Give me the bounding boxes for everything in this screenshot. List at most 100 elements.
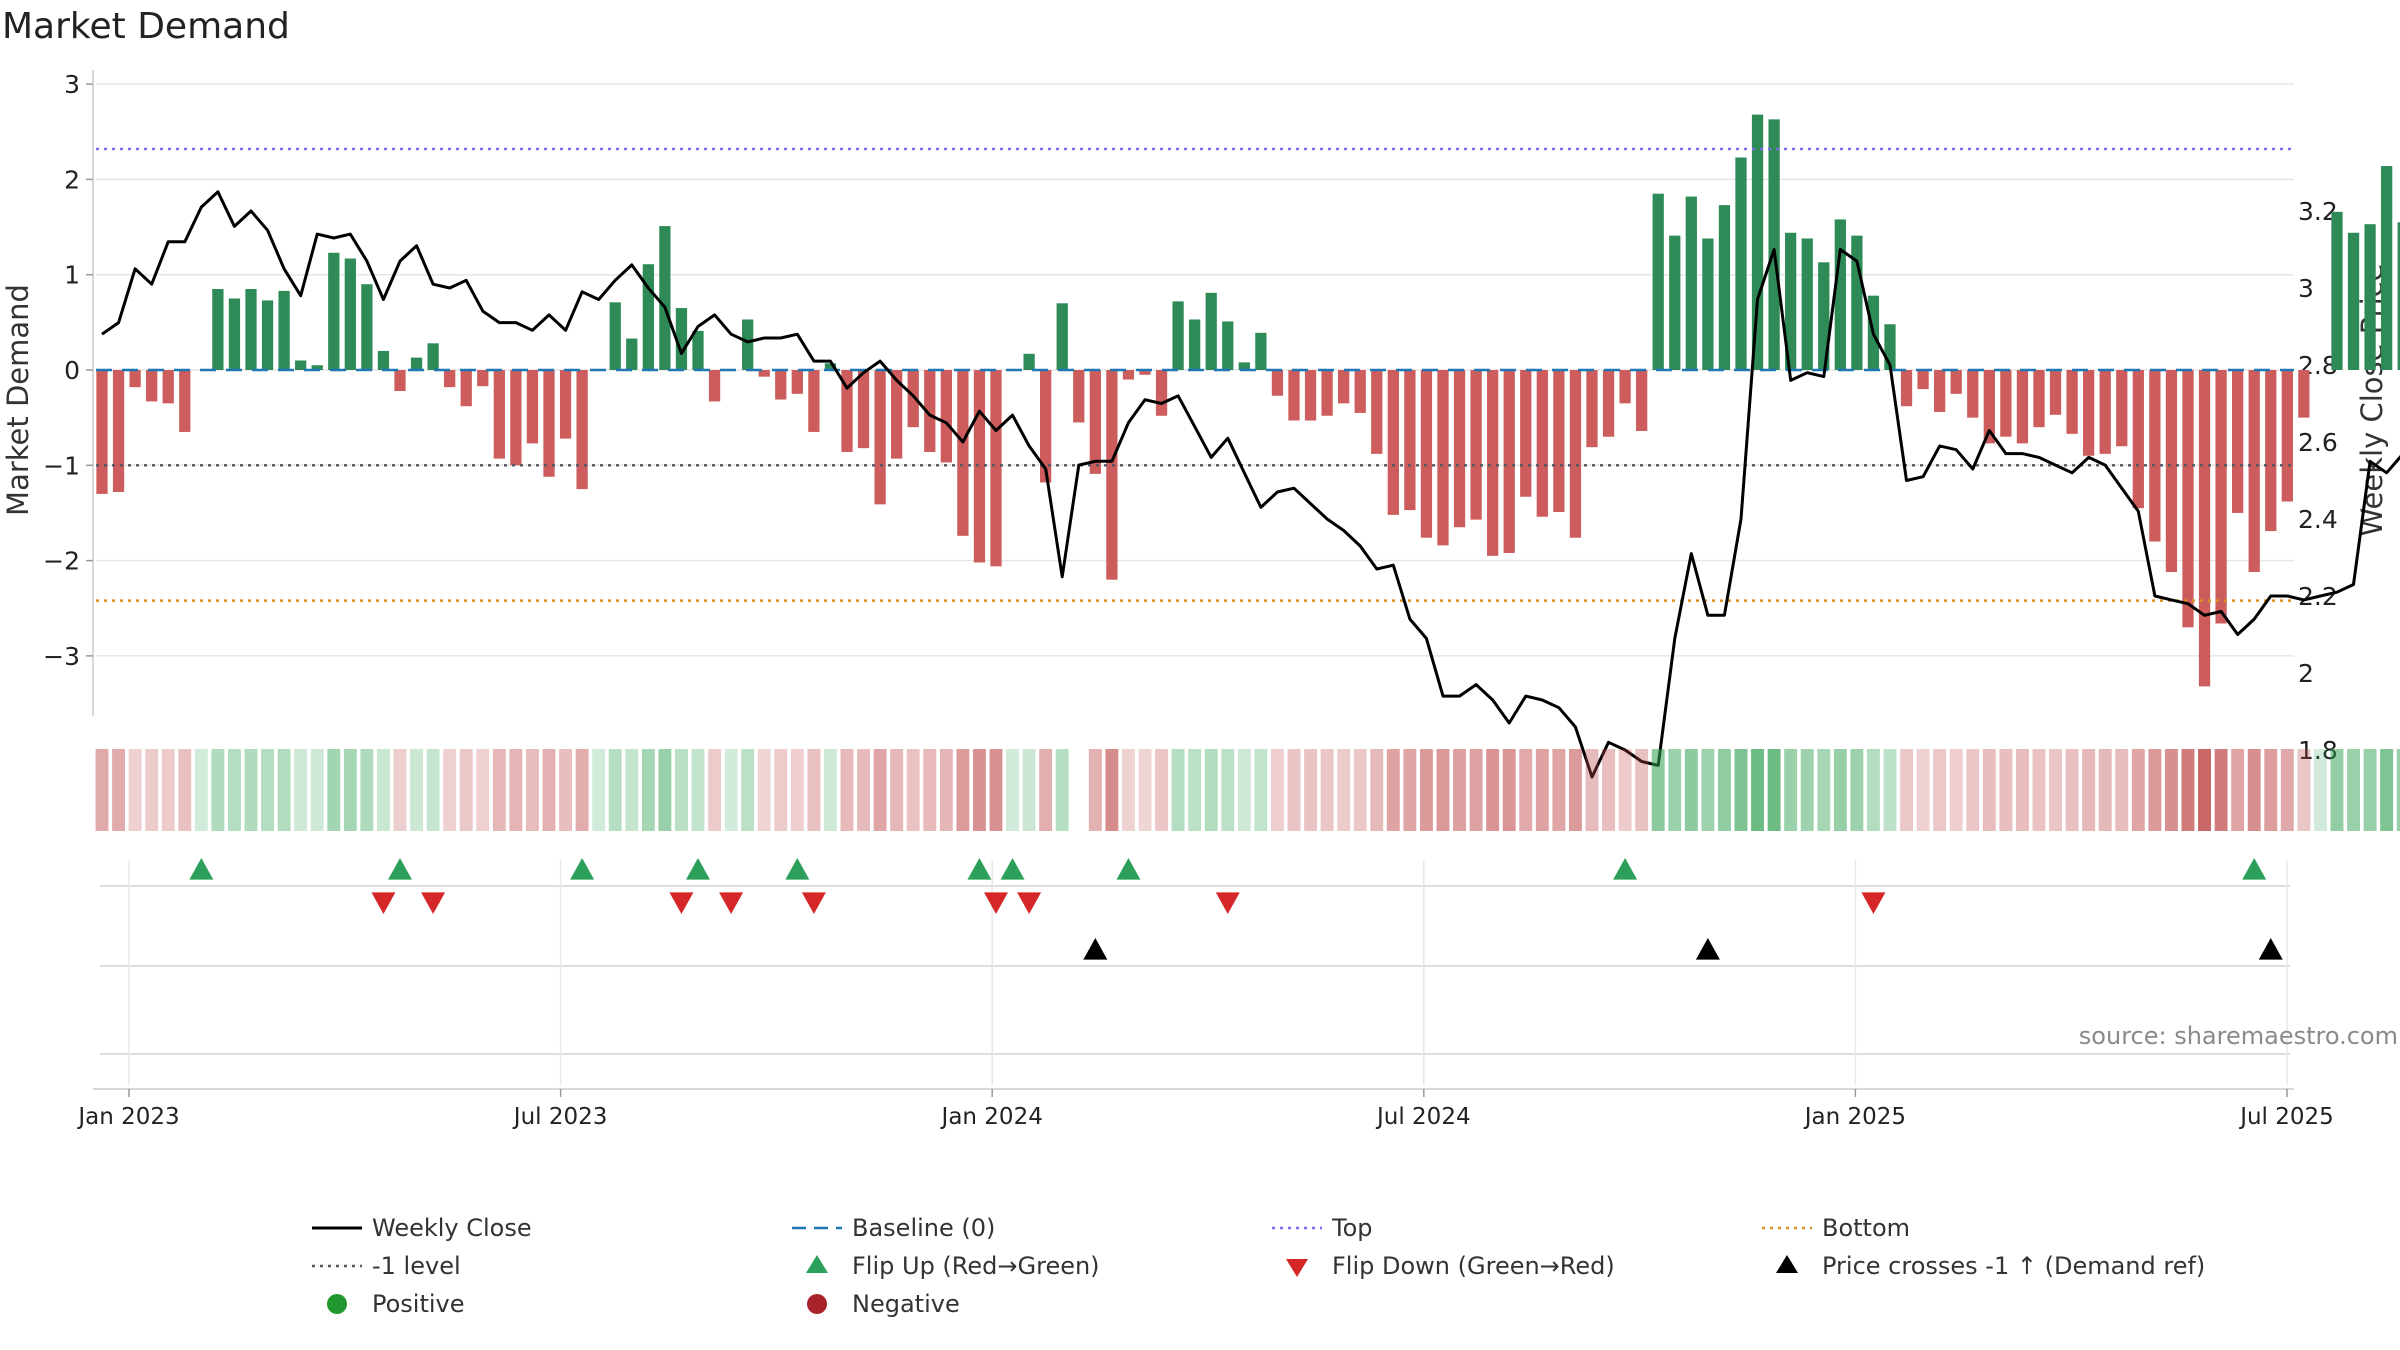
heat-cell xyxy=(443,749,457,831)
negative-bar xyxy=(708,370,721,402)
positive-bar xyxy=(609,302,621,370)
legend-swatch-icon xyxy=(1762,1226,1812,1230)
left-tick-label: −2 xyxy=(43,547,80,576)
positive-bar xyxy=(278,290,290,370)
legend-swatch-icon xyxy=(312,1226,362,1230)
heat-cell xyxy=(509,749,523,831)
heat-cell xyxy=(774,749,788,831)
heat-cell xyxy=(2065,749,2079,831)
weekly-close-line xyxy=(101,190,2400,779)
heat-cell xyxy=(2231,749,2245,831)
left-axis-label: Market Demand xyxy=(1,284,35,516)
heat-cell xyxy=(559,749,573,831)
negative-bar xyxy=(775,370,787,400)
heat-cell xyxy=(890,749,904,831)
price-cross-marker xyxy=(1695,938,1720,960)
negative-bar xyxy=(543,370,555,477)
heat-cell xyxy=(261,749,275,831)
negative-bar xyxy=(1040,370,1052,483)
negative-bar xyxy=(2149,370,2161,542)
heat-cell xyxy=(1668,749,1682,831)
left-tick-label: 0 xyxy=(64,356,80,385)
negative-bar xyxy=(2281,370,2293,502)
heat-cell xyxy=(2280,749,2294,831)
negative-bar xyxy=(179,370,191,432)
legend-item: Positive xyxy=(300,1286,465,1322)
heat-cell xyxy=(1055,749,1069,831)
positive-bar xyxy=(2364,224,2376,370)
flip-up-marker xyxy=(1116,858,1141,880)
flip-up-marker xyxy=(685,858,710,880)
heat-cell xyxy=(1237,749,1251,831)
heat-cell xyxy=(1419,749,1433,831)
positive-bar xyxy=(1718,205,1731,370)
heat-cell xyxy=(2164,749,2178,831)
flip-up-marker xyxy=(2242,858,2267,880)
heat-cell xyxy=(674,749,688,831)
legend-item: Flip Down (Green→Red) xyxy=(1260,1248,1615,1284)
heat-cell xyxy=(1684,749,1698,831)
negative-bar xyxy=(2215,370,2227,624)
negative-bar xyxy=(1453,370,1466,528)
heat-cell xyxy=(1701,749,1715,831)
negative-bar xyxy=(1304,370,1317,421)
heat-cell xyxy=(625,749,639,831)
heat-cell xyxy=(1800,749,1814,831)
legend-label: Bottom xyxy=(1822,1214,1911,1242)
positive-bar xyxy=(1056,303,1068,370)
heat-cell xyxy=(608,749,622,831)
heat-cell xyxy=(459,749,473,831)
heat-cell xyxy=(2049,749,2062,831)
heat-cell xyxy=(227,749,241,831)
positive-bar xyxy=(824,363,837,370)
legend-swatch-icon xyxy=(327,1294,347,1314)
legend-label: Positive xyxy=(372,1290,465,1318)
left-tick-label: −1 xyxy=(43,451,80,480)
heat-cell xyxy=(128,749,142,831)
positive-bar xyxy=(344,258,356,370)
left-tick-label: 2 xyxy=(64,165,80,194)
positive-bar xyxy=(1751,114,1764,370)
heat-cell xyxy=(923,749,937,831)
positive-bar xyxy=(311,365,323,370)
heat-cell xyxy=(1850,749,1864,831)
heat-cell xyxy=(1486,749,1500,831)
flip-up-marker xyxy=(570,858,595,880)
heat-cell xyxy=(1568,749,1582,831)
heat-cell xyxy=(426,749,440,831)
negative-bar xyxy=(1470,370,1482,520)
positive-bar xyxy=(1818,262,1830,370)
flip-down-marker xyxy=(719,892,744,914)
legend-item: Price crosses -1 ↑ (Demand ref) xyxy=(1750,1248,2205,1284)
right-tick-label: 2.6 xyxy=(2298,428,2338,457)
negative-bar xyxy=(1934,370,1946,412)
positive-bar xyxy=(1222,321,1234,370)
positive-bar xyxy=(1685,196,1697,370)
right-tick-label: 2.4 xyxy=(2298,505,2338,534)
heat-cell xyxy=(1635,749,1649,831)
negative-bar xyxy=(477,370,489,387)
heat-cell xyxy=(1403,749,1417,831)
heat-cell xyxy=(1618,749,1632,831)
negative-bar xyxy=(2083,370,2095,456)
heat-cell xyxy=(956,749,970,831)
heat-cell xyxy=(1767,749,1781,831)
negative-bar xyxy=(1387,370,1399,515)
flip-up-marker xyxy=(1000,858,1025,880)
chart-legend: Weekly Close Baseline (0) Top Bottom -1 leve… xyxy=(300,1210,2250,1330)
heat-cell xyxy=(194,749,208,831)
negative-bar xyxy=(576,370,588,490)
heat-cell xyxy=(1006,749,1019,831)
positive-bar xyxy=(295,360,307,370)
heat-cell xyxy=(741,749,755,831)
flip-up-marker xyxy=(785,858,810,880)
positive-bar xyxy=(1851,235,1863,370)
heat-cell xyxy=(1353,749,1367,831)
heat-cell xyxy=(823,749,837,831)
positive-bar xyxy=(1023,353,1035,370)
legend-swatch-icon xyxy=(792,1226,842,1230)
positive-bar xyxy=(1884,324,1896,370)
heat-cell xyxy=(658,749,672,831)
legend-label: Weekly Close xyxy=(372,1214,532,1242)
negative-bar xyxy=(460,370,472,407)
